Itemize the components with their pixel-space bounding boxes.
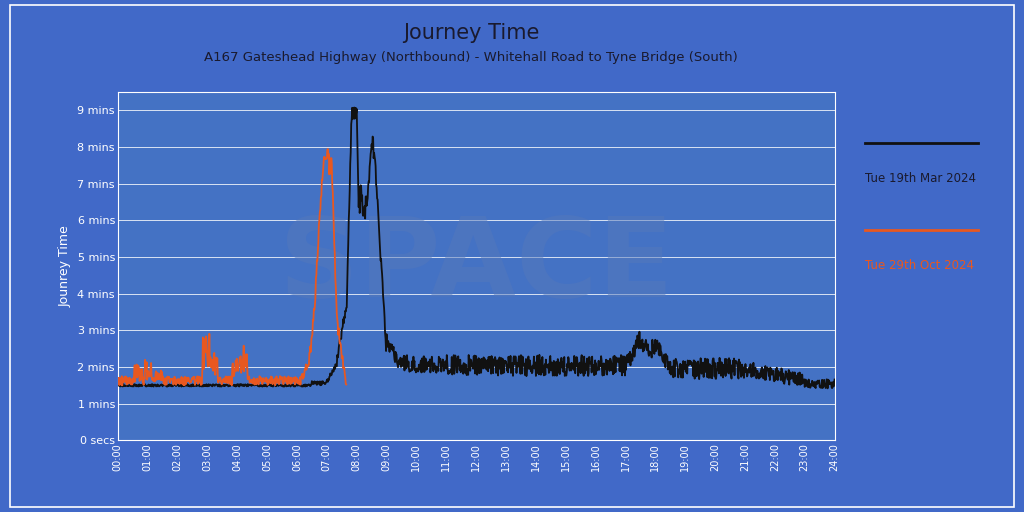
Y-axis label: Jounrey Time: Jounrey Time (59, 225, 72, 307)
Text: Journey Time: Journey Time (402, 23, 540, 43)
Text: Tue 19th Mar 2024: Tue 19th Mar 2024 (865, 172, 976, 184)
Text: A167 Gateshead Highway (Northbound) - Whitehall Road to Tyne Bridge (South): A167 Gateshead Highway (Northbound) - Wh… (204, 51, 738, 64)
Text: SPACE: SPACE (279, 213, 674, 319)
Text: Tue 29th Oct 2024: Tue 29th Oct 2024 (865, 259, 974, 271)
